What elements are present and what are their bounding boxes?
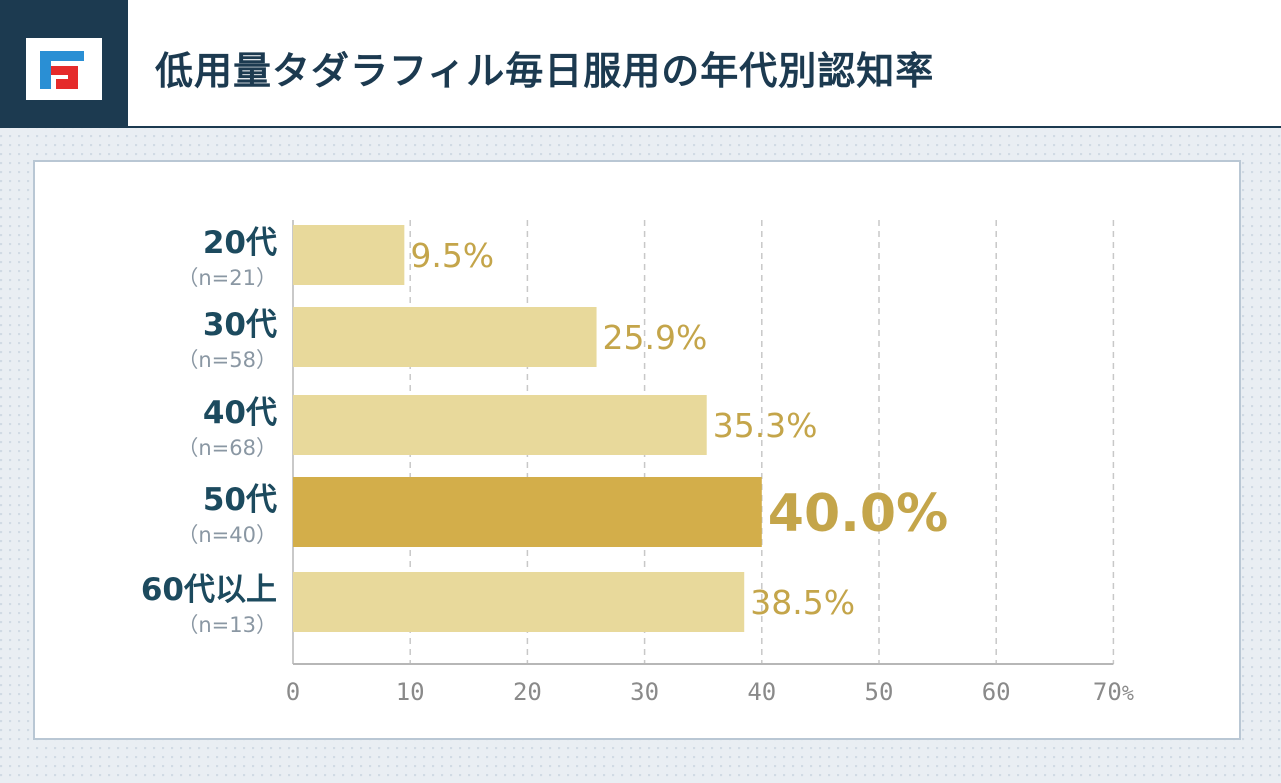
sample-size-label-1: （n=58） [177,348,277,372]
category-label-0: 20代 [203,225,277,261]
bar-2 [293,395,707,455]
value-label-1: 25.9% [603,318,708,357]
value-label-3: 40.0% [768,484,948,544]
x-tick-label-70: 70% [1093,678,1134,706]
x-tick-label-40: 40 [747,678,776,706]
x-tick-label-60: 60 [982,678,1011,706]
category-label-2: 40代 [203,395,277,431]
bar-chart: 0 10 20 30 40 50 60 70% 9.5% 20代 （n=21） 25.9% 30代 （n=… [141,220,1134,706]
value-label-2: 35.3% [713,406,818,445]
sample-size-label-3: （n=40） [177,523,277,547]
brand-logo [0,0,128,128]
bar-0 [293,225,405,285]
brand-logo-icon [26,38,102,100]
bar-4 [293,572,745,632]
header-bar: 低用量タダラフィル毎日服用の年代別認知率 [0,0,1281,128]
page-title: 低用量タダラフィル毎日服用の年代別認知率 [155,49,935,93]
category-label-1: 30代 [203,307,277,343]
sample-size-label-0: （n=21） [177,266,277,290]
x-tick-label-20: 20 [513,678,542,706]
category-label-3: 50代 [203,482,277,518]
category-label-4: 60代以上 [141,572,277,608]
x-tick-label-10: 10 [396,678,425,706]
sample-size-label-4: （n=13） [177,613,277,637]
x-tick-label-30: 30 [630,678,659,706]
bar-3 [293,477,762,547]
chart-panel: 0 10 20 30 40 50 60 70% 9.5% 20代 （n=21） 25.9% 30代 （n=… [33,160,1241,740]
x-tick-label-50: 50 [865,678,894,706]
sample-size-label-2: （n=68） [177,436,277,460]
bar-1 [293,307,597,367]
value-label-0: 9.5% [410,236,494,275]
value-label-4: 38.5% [750,583,855,622]
x-tick-label-0: 0 [286,678,300,706]
x-axis-unit: % [1122,681,1134,705]
